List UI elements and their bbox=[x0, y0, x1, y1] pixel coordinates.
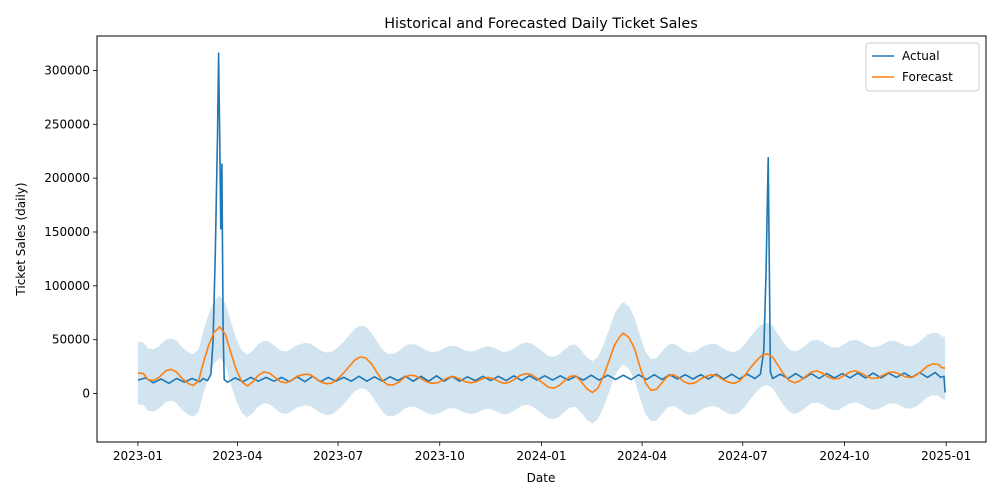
y-tick-label: 300000 bbox=[44, 63, 90, 77]
y-tick-label: 0 bbox=[82, 387, 90, 401]
legend: Actual Forecast bbox=[865, 42, 980, 92]
y-tick-label: 200000 bbox=[44, 171, 90, 185]
y-axis: 0 50000 100000 150000 200000 250000 300000 bbox=[44, 63, 97, 401]
legend-box bbox=[865, 42, 980, 92]
x-tick-label: 2024-01 bbox=[516, 449, 566, 463]
confidence-band-layer bbox=[137, 295, 946, 424]
x-tick-label: 2025-01 bbox=[921, 449, 971, 463]
forecast-confidence-band bbox=[137, 295, 946, 424]
x-tick-label: 2023-01 bbox=[113, 449, 163, 463]
x-tick-label: 2024-07 bbox=[718, 449, 768, 463]
y-tick-label: 150000 bbox=[44, 225, 90, 239]
x-tick-label: 2024-04 bbox=[617, 449, 667, 463]
x-axis-label: Date bbox=[527, 471, 556, 485]
series-line-forecast bbox=[137, 326, 946, 394]
y-tick-label: 250000 bbox=[44, 117, 90, 131]
legend-label-forecast: Forecast bbox=[902, 70, 953, 84]
x-tick-label: 2024-10 bbox=[819, 449, 869, 463]
y-axis-label: Ticket Sales (daily) bbox=[14, 182, 28, 296]
x-tick-label: 2023-07 bbox=[313, 449, 363, 463]
y-tick-label: 100000 bbox=[44, 279, 90, 293]
chart-title: Historical and Forecasted Daily Ticket S… bbox=[384, 16, 698, 32]
legend-label-actual: Actual bbox=[902, 49, 940, 63]
x-tick-label: 2023-10 bbox=[415, 449, 465, 463]
series-line-layer bbox=[137, 52, 946, 394]
x-tick-label: 2023-04 bbox=[212, 449, 262, 463]
x-axis: 2023-01 2023-04 2023-07 2023-10 2024-01 2024-… bbox=[113, 442, 971, 463]
y-tick-label: 50000 bbox=[52, 333, 90, 347]
